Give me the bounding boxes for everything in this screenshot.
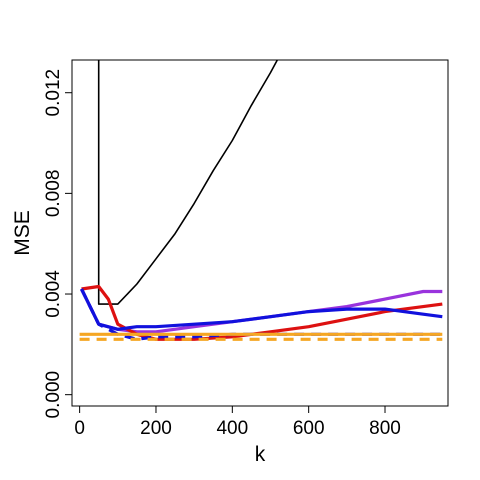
- x-tick-label: 0: [74, 418, 85, 439]
- series-line-1: [97, 60, 279, 305]
- series-layer: [79, 60, 443, 341]
- y-axis-label: MSE: [11, 210, 34, 256]
- x-tick-label: 800: [369, 418, 401, 439]
- series-line-3: [81, 284, 443, 341]
- y-tick-label: 0.004: [43, 270, 64, 318]
- x-tick-label: 200: [140, 418, 172, 439]
- y-axis: 0.000 0.004 0.008 0.012: [43, 69, 73, 419]
- plot-frame: [71, 59, 449, 407]
- series-line-4: [80, 288, 443, 331]
- x-tick-label: 600: [293, 418, 325, 439]
- y-tick-label: 0.000: [43, 371, 64, 419]
- y-tick-label: 0.012: [43, 69, 64, 117]
- x-axis: 0 200 400 600 800: [74, 405, 401, 439]
- x-tick-label: 400: [216, 418, 248, 439]
- y-tick-label: 0.008: [43, 170, 64, 218]
- x-axis-label: k: [255, 443, 266, 466]
